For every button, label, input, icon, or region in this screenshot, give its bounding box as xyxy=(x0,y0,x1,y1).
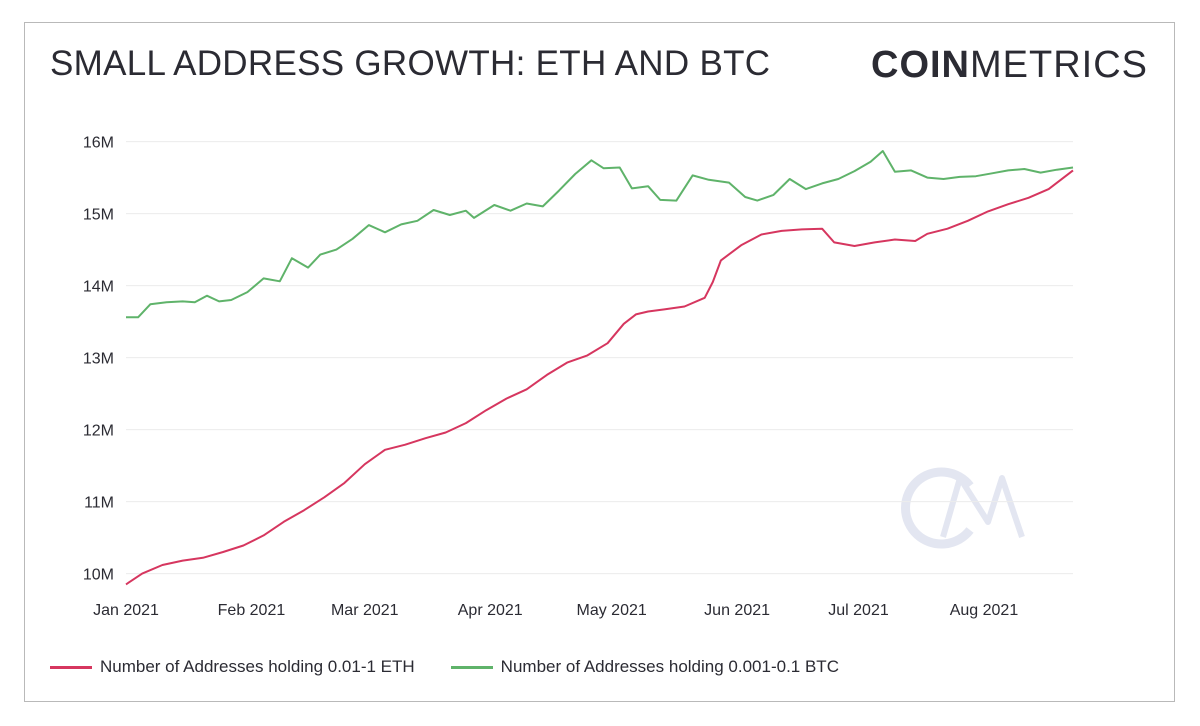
watermark-c-shape xyxy=(901,467,974,549)
x-tick-label: Feb 2021 xyxy=(218,602,286,619)
legend-label-eth: Number of Addresses holding 0.01-1 ETH xyxy=(100,657,415,676)
y-tick-label: 12M xyxy=(83,423,114,440)
x-tick-label: Apr 2021 xyxy=(458,602,523,619)
x-tick-label: Aug 2021 xyxy=(950,602,1019,619)
x-tick-label: May 2021 xyxy=(577,602,647,619)
legend: Number of Addresses holding 0.01-1 ETH N… xyxy=(50,657,839,677)
logo-bold-text: COIN xyxy=(871,44,970,86)
y-tick-label: 10M xyxy=(83,567,114,584)
legend-label-btc: Number of Addresses holding 0.001-0.1 BT… xyxy=(500,657,839,676)
legend-swatch-eth xyxy=(50,665,92,669)
y-axis-ticks: 10M 11M 12M 13M 14M 15M 16M xyxy=(83,135,114,584)
logo-light-text: METRICS xyxy=(970,44,1148,86)
chart-title: SMALL ADDRESS GROWTH: ETH AND BTC xyxy=(50,44,771,83)
series-line-eth xyxy=(125,169,1074,586)
cm-watermark-icon xyxy=(901,467,1025,549)
y-tick-label: 14M xyxy=(83,279,114,296)
x-axis-ticks: Jan 2021 Feb 2021 Mar 2021 Apr 2021 May 2021… xyxy=(93,602,1018,619)
y-tick-label: 11M xyxy=(84,495,114,512)
y-tick-label: 13M xyxy=(83,351,114,368)
coinmetrics-logo: COINMETRICS xyxy=(871,44,1148,87)
x-tick-label: Jul 2021 xyxy=(828,602,889,619)
x-tick-label: Jan 2021 xyxy=(93,602,159,619)
y-tick-label: 16M xyxy=(83,135,114,152)
legend-item-eth[interactable]: Number of Addresses holding 0.01-1 ETH xyxy=(50,657,415,677)
series-line-btc xyxy=(126,150,1074,319)
y-tick-label: 15M xyxy=(83,207,114,224)
chart-card xyxy=(24,22,1175,702)
grid-lines xyxy=(126,141,1073,575)
watermark-m-shape xyxy=(940,475,1025,538)
x-tick-label: Mar 2021 xyxy=(331,602,399,619)
legend-swatch-btc xyxy=(450,665,493,669)
x-tick-label: Jun 2021 xyxy=(704,602,770,619)
series-lines xyxy=(125,150,1074,586)
legend-item-btc[interactable]: Number of Addresses holding 0.001-0.1 BT… xyxy=(450,657,839,677)
